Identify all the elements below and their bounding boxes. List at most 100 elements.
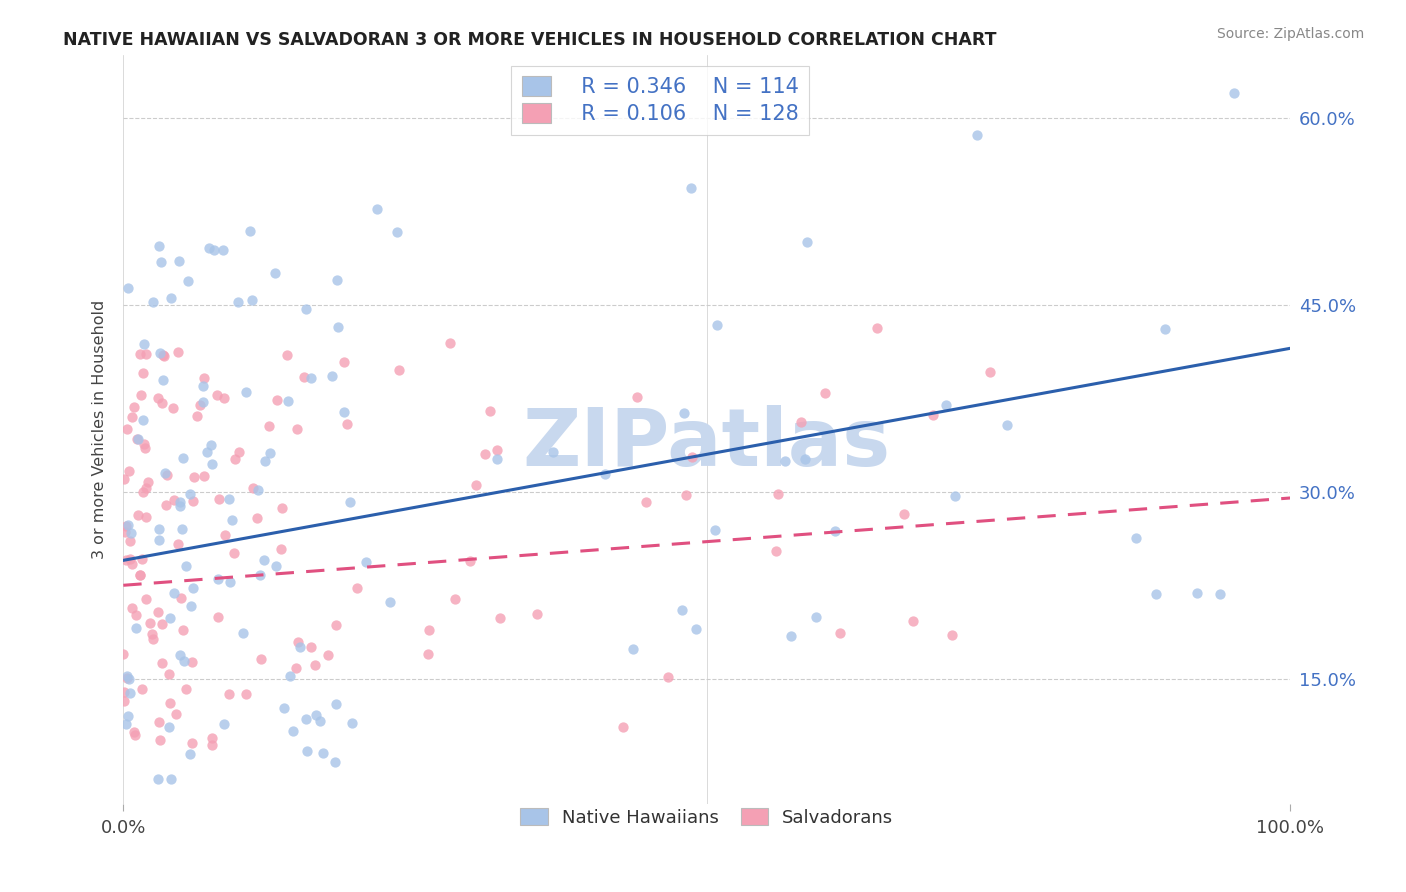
Native Hawaiians [380,595,402,609]
Salvadorans [135,509,157,524]
Y-axis label: 3 or more Vehicles in Household: 3 or more Vehicles in Household [93,300,107,559]
Salvadorans [218,687,240,701]
Native Hawaiians [149,255,172,269]
Salvadorans [318,648,340,662]
Text: NATIVE HAWAIIAN VS SALVADORAN 3 OR MORE VEHICLES IN HOUSEHOLD CORRELATION CHART: NATIVE HAWAIIAN VS SALVADORAN 3 OR MORE … [63,31,997,49]
Native Hawaiians [204,243,226,257]
Native Hawaiians [177,275,200,289]
Native Hawaiians [340,715,363,730]
Native Hawaiians [134,337,156,351]
Salvadorans [765,543,787,558]
Native Hawaiians [321,369,343,384]
Native Hawaiians [773,454,796,468]
Salvadorans [136,475,159,489]
Salvadorans [418,623,440,637]
Native Hawaiians [179,487,201,501]
Salvadorans [121,409,143,424]
Native Hawaiians [200,438,222,452]
Salvadorans [228,445,250,459]
Native Hawaiians [131,412,153,426]
Salvadorans [333,355,356,369]
Salvadorans [121,601,143,615]
Native Hawaiians [118,685,141,699]
Salvadorans [162,401,184,415]
Native Hawaiians [195,444,218,458]
Salvadorans [120,534,142,549]
Salvadorans [129,388,152,402]
Native Hawaiians [191,394,214,409]
Salvadorans [117,422,139,436]
Native Hawaiians [160,291,183,305]
Salvadorans [190,398,212,412]
Salvadorans [131,681,153,696]
Salvadorans [135,347,157,361]
Salvadorans [294,369,316,384]
Native Hawaiians [221,513,243,527]
Native Hawaiians [264,559,287,574]
Native Hawaiians [339,495,361,509]
Salvadorans [681,450,703,465]
Native Hawaiians [117,708,139,723]
Native Hawaiians [794,452,817,467]
Native Hawaiians [240,293,263,307]
Native Hawaiians [207,573,229,587]
Salvadorans [159,696,181,710]
Native Hawaiians [218,574,240,589]
Native Hawaiians [247,483,270,497]
Salvadorans [458,553,481,567]
Salvadorans [115,671,138,685]
Native Hawaiians [685,622,707,636]
Salvadorans [156,467,179,482]
Salvadorans [167,345,190,359]
Native Hawaiians [226,294,249,309]
Native Hawaiians [288,640,311,655]
Salvadorans [222,546,245,560]
Salvadorans [979,365,1001,379]
Native Hawaiians [295,712,318,726]
Salvadorans [479,404,502,418]
Salvadorans [150,616,173,631]
Native Hawaiians [354,555,377,569]
Salvadorans [117,464,139,478]
Salvadorans [181,494,204,508]
Salvadorans [270,541,292,556]
Salvadorans [612,720,634,734]
Salvadorans [814,385,837,400]
Salvadorans [121,558,143,572]
Native Hawaiians [201,457,224,471]
Native Hawaiians [239,224,262,238]
Salvadorans [148,714,170,729]
Native Hawaiians [174,558,197,573]
Salvadorans [486,443,509,458]
Native Hawaiians [311,746,333,760]
Native Hawaiians [169,648,191,662]
Native Hawaiians [148,533,170,547]
Salvadorans [115,553,138,567]
Native Hawaiians [326,273,349,287]
Native Hawaiians [309,714,332,728]
Native Hawaiians [277,394,299,409]
Salvadorans [224,451,246,466]
Salvadorans [416,648,439,662]
Native Hawaiians [281,724,304,739]
Salvadorans [122,401,145,415]
Salvadorans [124,607,146,622]
Salvadorans [193,468,215,483]
Salvadorans [941,628,963,642]
Salvadorans [249,652,271,666]
Native Hawaiians [780,629,803,643]
Native Hawaiians [159,611,181,625]
Salvadorans [153,350,176,364]
Salvadorans [142,632,165,646]
Native Hawaiians [385,225,408,239]
Native Hawaiians [323,756,346,770]
Salvadorans [489,610,512,624]
Salvadorans [181,736,204,750]
Salvadorans [284,661,307,675]
Salvadorans [325,618,347,632]
Salvadorans [152,348,174,362]
Salvadorans [135,481,157,495]
Salvadorans [112,647,135,661]
Salvadorans [285,422,308,436]
Native Hawaiians [173,654,195,668]
